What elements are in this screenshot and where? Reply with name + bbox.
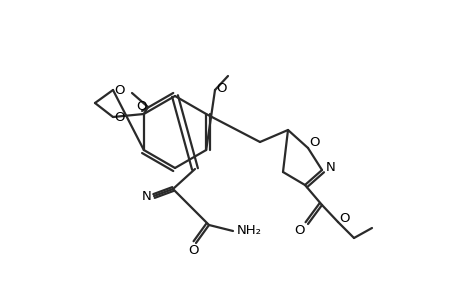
Text: O: O [114,83,125,97]
Text: O: O [339,212,349,224]
Text: O: O [216,82,227,94]
Text: O: O [294,224,305,236]
Text: N: N [325,160,335,173]
Text: N: N [142,190,151,202]
Text: O: O [188,244,199,257]
Text: O: O [136,100,147,112]
Text: O: O [309,136,319,148]
Text: NH₂: NH₂ [236,224,261,238]
Text: O: O [114,110,125,124]
